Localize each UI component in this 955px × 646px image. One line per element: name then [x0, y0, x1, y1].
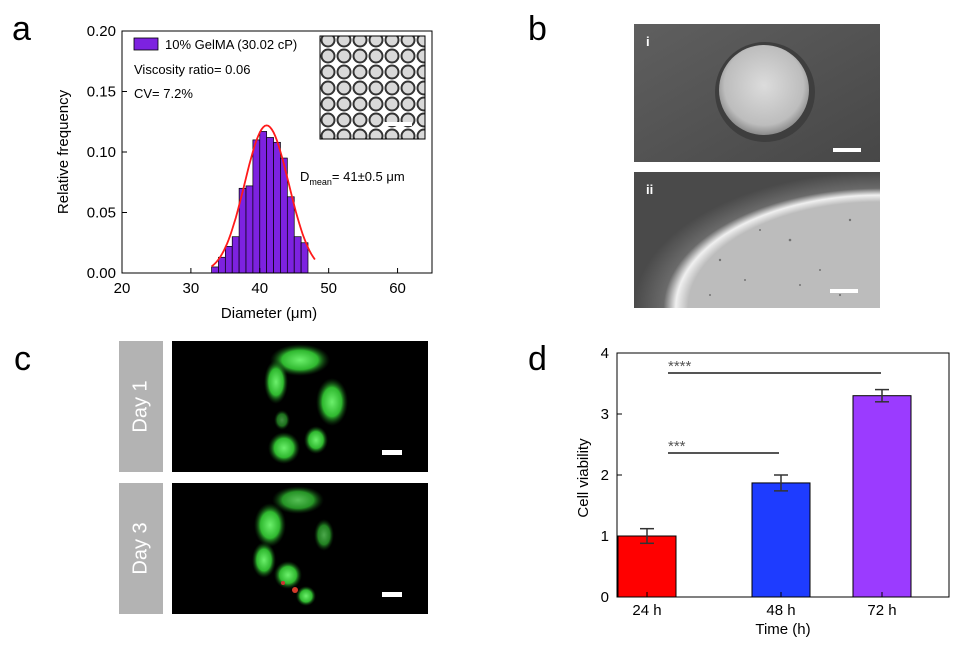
- dmean-label: Dmean= 41±0.5 μm: [300, 169, 405, 187]
- panel-label-c: c: [14, 340, 31, 378]
- day1-label: Day 1: [119, 341, 163, 472]
- droplet-micrograph-inset: [319, 35, 426, 140]
- histogram-xtick-label: 50: [320, 280, 337, 297]
- histogram-bin-9: [273, 141, 281, 274]
- viability-xlabel: Time (h): [755, 621, 810, 638]
- histogram-bin-5: [245, 185, 254, 274]
- viability-xtick-label: 72 h: [867, 602, 896, 619]
- histogram-bin-12: [293, 236, 302, 274]
- viability-bar-0: [617, 535, 677, 598]
- histogram-bin-6: [252, 139, 261, 274]
- histogram-bin-0: [211, 266, 219, 274]
- sem-sublabel-i: i: [646, 34, 650, 49]
- histogram-ytick-label: 0.20: [87, 23, 116, 40]
- significance-stars-48h: ***: [668, 438, 686, 455]
- viability-ytick-label: 0: [601, 589, 609, 606]
- viability-ytick-label: 4: [601, 345, 609, 362]
- histogram-xtick-label: 40: [251, 280, 268, 297]
- viability-ytick-label: 2: [601, 467, 609, 484]
- panel-label-a: a: [12, 10, 31, 48]
- histogram-bin-11: [286, 196, 295, 274]
- histogram-ytick-label: 0.10: [87, 144, 116, 161]
- histogram-xtick-label: 20: [114, 280, 131, 297]
- viability-bar-2: [852, 395, 912, 598]
- sem-image-ii: [634, 172, 880, 308]
- histogram-bin-3: [231, 236, 240, 274]
- fluorescence-image-day1: [172, 341, 428, 472]
- histogram-chart: [211, 124, 316, 274]
- panel-label-d: d: [528, 340, 547, 378]
- histogram-legend-swatch: [133, 37, 159, 51]
- viability-ytick-label: 3: [601, 406, 609, 423]
- panel-label-b: b: [528, 10, 547, 48]
- histogram-bin-1: [218, 256, 226, 274]
- histogram-bin-7: [259, 131, 268, 274]
- viability-xtick-label: 48 h: [766, 602, 795, 619]
- day3-label: Day 3: [119, 483, 163, 614]
- histogram-ylabel: Relative frequency: [55, 89, 72, 214]
- histogram-legend-text: 10% GelMA (30.02 cP): [165, 37, 297, 52]
- cv-label: CV= 7.2%: [134, 86, 193, 101]
- viability-chart: [617, 388, 912, 598]
- viability-ylabel: Cell viability: [575, 438, 592, 518]
- histogram-ytick-label: 0.05: [87, 205, 116, 222]
- viability-axes: 24 h 48 h 72 h 0 1 2 3 4: [601, 345, 897, 619]
- significance-stars-72h: ****: [668, 358, 692, 375]
- histogram-xtick-label: 30: [183, 280, 200, 297]
- histogram-xtick-label: 60: [389, 280, 406, 297]
- histogram-ytick-label: 0.00: [87, 265, 116, 282]
- viability-bar-1: [751, 482, 811, 598]
- histogram-ytick-label: 0.15: [87, 84, 116, 101]
- histogram-xlabel: Diameter (μm): [221, 305, 317, 322]
- sem-sublabel-ii: ii: [646, 182, 653, 197]
- sem-image-i: [634, 24, 880, 162]
- viscosity-ratio-label: Viscosity ratio= 0.06: [134, 62, 250, 77]
- histogram-axes: 20 30 40 50 60 0.00 0.05 0.10 0.15 0.20: [87, 23, 406, 297]
- gaussian-fit-curve: [211, 124, 316, 268]
- histogram-bin-8: [266, 137, 274, 274]
- fluorescence-image-day3: [172, 483, 428, 614]
- viability-ytick-label: 1: [601, 528, 609, 545]
- viability-xtick-label: 24 h: [632, 602, 661, 619]
- histogram-bin-2: [224, 246, 233, 274]
